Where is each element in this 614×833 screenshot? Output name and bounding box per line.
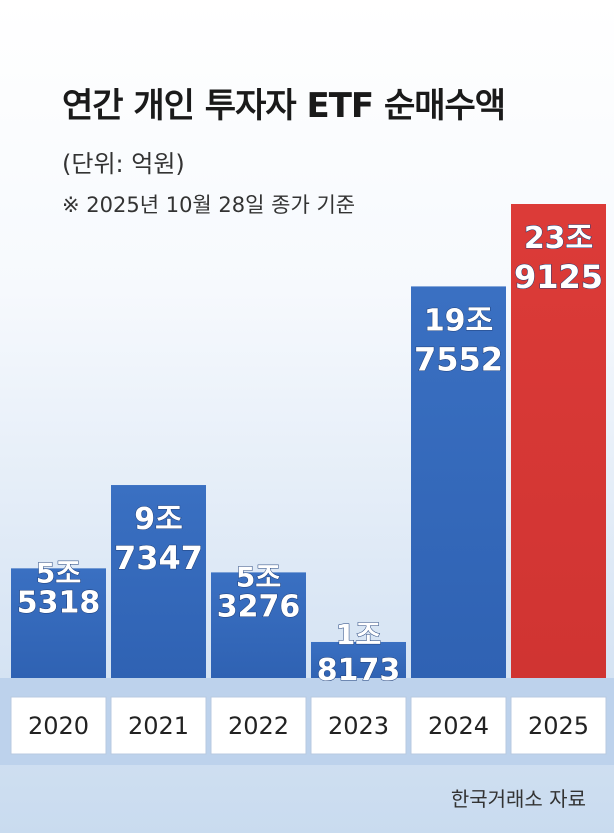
bar-2025 [511,204,606,678]
bar-label-major-2023: 1조 [336,618,381,651]
tick-label-2022: 2022 [228,712,289,740]
tick-label-2020: 2020 [28,712,89,740]
reference-note: ※ 2025년 10월 28일 종가 기준 [62,193,356,217]
bar-2022 [211,572,306,678]
tick-box-2020 [10,696,107,755]
bar-label-minor-2022: 3276 [217,589,301,624]
tick-box-2023 [310,696,407,755]
bar-label-major-2020: 5조 [36,556,81,589]
tick-box-2024 [410,696,507,755]
tick-label-2021: 2021 [128,712,189,740]
tick-label-2025: 2025 [528,712,589,740]
bar-label-minor-2025: 9125 [514,258,603,296]
bar-2020 [11,568,106,678]
tick-box-2022 [210,696,307,755]
bar-label-major-2022: 5조 [236,560,281,593]
unit-label: (단위: 억원) [62,150,185,178]
bar-label-major-2025: 23조 [524,221,593,256]
tick-box-2021 [110,696,207,755]
tick-label-2024: 2024 [428,712,489,740]
bar-label-minor-2021: 7347 [114,539,203,577]
bar-2023 [311,641,406,678]
bar-2021 [111,485,206,678]
bar-label-major-2024: 19조 [424,303,493,338]
bar-label-minor-2024: 7552 [414,340,503,378]
bar-label-major-2021: 9조 [134,502,182,537]
source-label: 한국거래소 자료 [450,787,586,811]
chart-title: 연간 개인 투자자 ETF 순매수액 [62,86,506,126]
bar-2024 [411,286,506,678]
tick-label-2023: 2023 [328,712,389,740]
tick-box-2025 [510,696,607,755]
bar-label-minor-2023: 8173 [317,653,401,688]
bar-label-minor-2020: 5318 [17,585,101,620]
